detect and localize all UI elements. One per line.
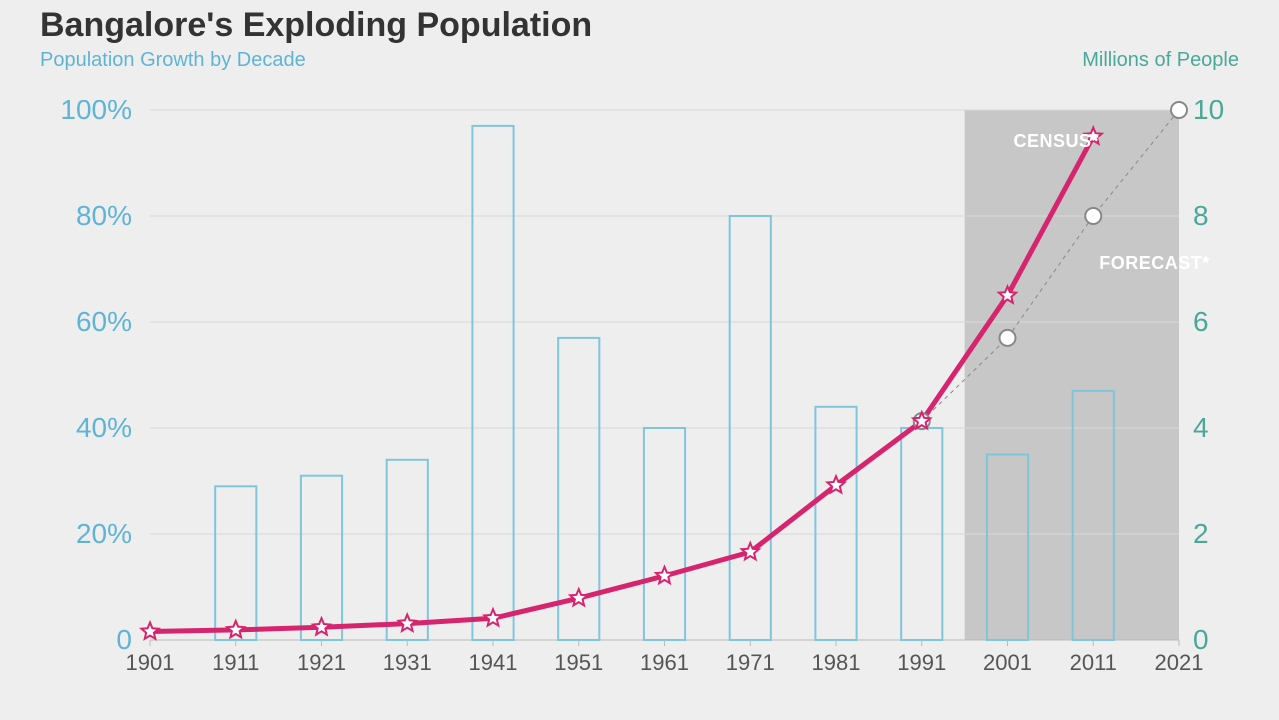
- subtitle-left: Population Growth by Decade: [40, 49, 306, 72]
- x-axis-tick: 1971: [726, 650, 775, 675]
- right-axis-tick: 2: [1193, 518, 1209, 549]
- growth-bar: [301, 476, 342, 640]
- x-axis-tick: 1951: [554, 650, 603, 675]
- left-axis-tick: 20%: [76, 518, 132, 549]
- x-axis-tick: 2001: [983, 650, 1032, 675]
- growth-bar: [215, 486, 256, 640]
- x-axis-tick: 2021: [1155, 650, 1204, 675]
- census-marker: [484, 609, 501, 625]
- x-axis-tick: 1981: [812, 650, 861, 675]
- forecast-marker: [1085, 208, 1101, 224]
- right-axis-tick: 4: [1193, 412, 1209, 443]
- left-axis-tick: 80%: [76, 200, 132, 231]
- subtitle-row: Population Growth by Decade Millions of …: [40, 49, 1239, 72]
- forecast-annotation: FORECAST*: [1099, 253, 1210, 273]
- census-marker: [570, 589, 587, 605]
- x-axis-tick: 1901: [126, 650, 175, 675]
- forecast-marker: [1000, 330, 1016, 346]
- x-axis-tick: 1921: [297, 650, 346, 675]
- left-axis-tick: 40%: [76, 412, 132, 443]
- right-axis-tick: 6: [1193, 306, 1209, 337]
- census-annotation: CENSUS*: [1014, 131, 1100, 151]
- right-axis-tick: 8: [1193, 200, 1209, 231]
- x-axis-tick: 1941: [469, 650, 518, 675]
- census-marker: [313, 618, 330, 634]
- subtitle-right: Millions of People: [1082, 49, 1239, 72]
- census-line: [150, 137, 1093, 632]
- x-axis-tick: 1991: [897, 650, 946, 675]
- growth-bar: [472, 126, 513, 640]
- x-axis-tick: 1961: [640, 650, 689, 675]
- chart-area: 020%40%60%80%100%02468101901191119211931…: [40, 100, 1239, 690]
- chart-title: Bangalore's Exploding Population: [40, 0, 1239, 45]
- x-axis-tick: 2011: [1070, 650, 1117, 675]
- chart-container: Bangalore's Exploding Population Populat…: [0, 0, 1279, 720]
- growth-bar: [815, 407, 856, 640]
- census-marker: [656, 567, 673, 583]
- x-axis-tick: 1911: [212, 650, 259, 675]
- census-marker: [227, 621, 244, 637]
- chart-svg: 020%40%60%80%100%02468101901191119211931…: [40, 100, 1239, 690]
- left-axis-tick: 100%: [60, 100, 132, 125]
- right-axis-tick: 10: [1193, 100, 1224, 125]
- left-axis-tick: 60%: [76, 306, 132, 337]
- x-axis-tick: 1931: [383, 650, 432, 675]
- forecast-marker: [1171, 102, 1187, 118]
- census-marker: [399, 615, 416, 631]
- census-marker: [141, 623, 158, 639]
